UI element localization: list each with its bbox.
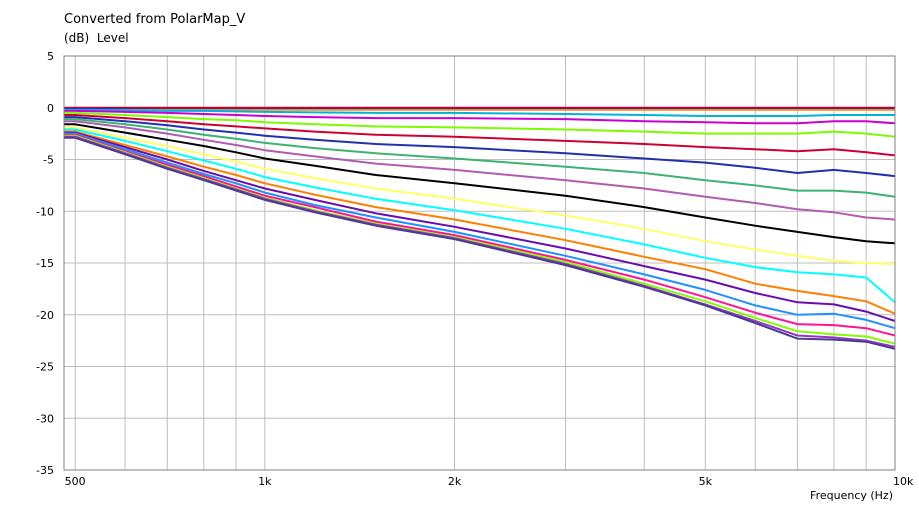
y-axis-title: Level	[96, 31, 129, 45]
y-tick-label: 5	[47, 50, 54, 63]
series-line-16	[64, 132, 896, 330]
y-tick-label: -30	[36, 412, 54, 425]
y-tick-label: -15	[36, 257, 54, 270]
y-axis-unit: (dB)	[64, 31, 90, 45]
x-tick-label: 500	[65, 475, 86, 488]
series-line-12	[64, 126, 896, 265]
series-line-9	[64, 118, 896, 198]
series-line-5	[64, 109, 896, 125]
series-line-6	[64, 111, 896, 138]
series-line-8	[64, 116, 896, 178]
series-line-17	[64, 133, 896, 337]
y-axis-label: (dB) Level	[64, 31, 129, 45]
x-tick-label: 10k	[893, 475, 914, 488]
y-tick-label: -25	[36, 361, 54, 374]
x-tick-label: 2k	[448, 475, 462, 488]
y-tick-label: -35	[36, 464, 54, 477]
series-line-4	[64, 108, 895, 117]
x-tick-label: 5k	[699, 475, 713, 488]
y-tick-label: -20	[36, 309, 54, 322]
y-tick-label: -5	[43, 154, 54, 167]
series-line-18	[64, 134, 896, 345]
series-line-13	[64, 128, 896, 304]
series-line-14	[64, 130, 896, 315]
series-line-20	[64, 136, 896, 350]
series-line-15	[64, 131, 896, 322]
y-tick-label: 0	[47, 102, 54, 115]
x-tick-label: 1k	[258, 475, 272, 488]
series-line-7	[64, 114, 896, 157]
y-tick-label: -10	[36, 205, 54, 218]
x-axis-title: Frequency (Hz)	[810, 489, 893, 502]
series-line-10	[64, 120, 896, 221]
plot-frame	[63, 55, 896, 471]
chart-title: Converted from PolarMap_V	[64, 12, 246, 27]
series-line-11	[64, 123, 896, 245]
